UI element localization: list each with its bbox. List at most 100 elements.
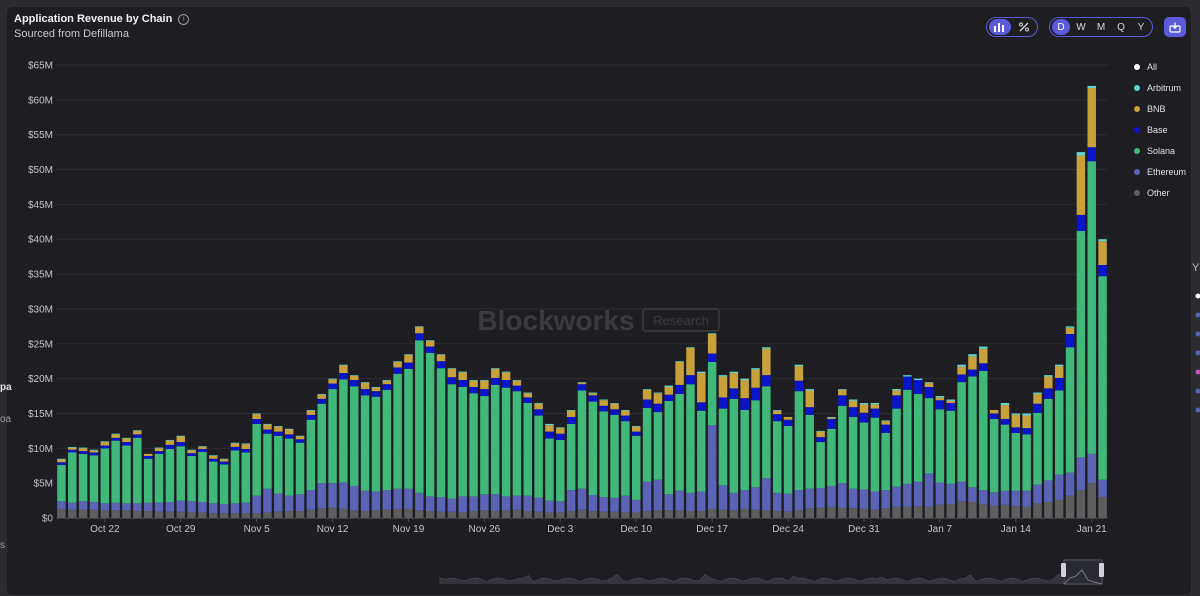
bar-segment-bnb [111, 434, 120, 438]
bar-segment-solana [697, 410, 706, 492]
bar-segment-base [501, 380, 511, 388]
legend-item-all[interactable]: All [1134, 56, 1186, 77]
bar-segment-other [707, 508, 717, 518]
bar-stack [89, 449, 99, 518]
bar-segment-base [881, 424, 890, 433]
x-tick-label: Oct 29 [166, 524, 196, 535]
bar-segment-other [642, 511, 652, 518]
bar-stack [415, 326, 424, 518]
legend-item-bnb[interactable]: BNB [1134, 98, 1186, 119]
bar-segment-solana [436, 368, 446, 498]
navigator-right-handle[interactable] [1099, 563, 1104, 577]
bar-segment-ethereum [491, 494, 500, 512]
bar-segment-other [458, 512, 467, 518]
bar-segment-bnb [1044, 376, 1053, 389]
bar-segment-bnb [772, 410, 782, 415]
bar-segment-other [133, 511, 142, 518]
bar-segment-other [284, 511, 294, 518]
bar-segment-other [209, 513, 218, 518]
bar-segment-other [848, 508, 858, 518]
bar-segment-base [143, 455, 153, 459]
bar-segment-bnb [588, 393, 598, 396]
bar-stack [1011, 413, 1021, 518]
bar-segment-solana [957, 382, 966, 482]
legend-item-arbitrum[interactable]: Arbitrum [1134, 77, 1186, 98]
percent-mode-button[interactable] [1013, 19, 1035, 35]
bar-segment-ethereum [718, 485, 728, 510]
bar-segment-bnb [805, 390, 814, 408]
bar-segment-bnb [404, 354, 413, 363]
bar-segment-solana [68, 452, 77, 503]
bar-segment-solana [404, 368, 413, 489]
bar-segment-other [805, 508, 814, 518]
bar-segment-other [870, 509, 880, 518]
bar-segment-base [165, 444, 175, 450]
bar-segment-other [1022, 506, 1031, 518]
bar-stack [252, 413, 261, 518]
bar-segment-base [599, 405, 608, 412]
info-icon[interactable]: i [178, 13, 190, 25]
bar-segment-base [415, 333, 424, 341]
timeframe-w-button[interactable]: W [1076, 21, 1086, 33]
bar-segment-arbitrum [458, 371, 467, 373]
bar-segment-ethereum [176, 500, 185, 512]
bar-segment-other [816, 507, 825, 518]
legend-label: Arbitrum [1147, 82, 1182, 93]
bar-segment-arbitrum [68, 446, 77, 448]
download-button[interactable] [1164, 17, 1186, 37]
timeframe-y-button[interactable]: Y [1137, 21, 1145, 33]
bar-segment-base [436, 361, 446, 369]
x-tick-label: Dec 31 [848, 524, 880, 535]
bar-stack [848, 399, 858, 518]
bar-segment-other [122, 510, 131, 518]
navigator-left-handle[interactable] [1061, 563, 1066, 577]
bar-segment-ethereum [1054, 474, 1064, 500]
bar-segment-bnb [653, 393, 663, 404]
bar-stack [935, 396, 945, 518]
bar-stack [512, 380, 522, 518]
bar-segment-other [415, 510, 424, 518]
chart-legend: All Arbitrum BNB Base Solana Ethereum Other [1134, 56, 1186, 203]
bar-stack [664, 385, 673, 518]
bar-segment-solana [1022, 434, 1031, 491]
bar-segment-ethereum [133, 503, 142, 512]
legend-label: Solana [1147, 145, 1176, 156]
bar-segment-bnb [827, 417, 836, 420]
legend-item-solana[interactable]: Solana [1134, 140, 1186, 161]
bar-segment-ethereum [241, 502, 251, 514]
bar-segment-other [295, 511, 305, 518]
bar-segment-bnb [968, 356, 977, 370]
timeframe-q-button[interactable]: Q [1117, 21, 1125, 33]
bar-segment-ethereum [664, 494, 673, 511]
bar-segment-solana [1044, 398, 1053, 481]
bar-segment-other [154, 511, 164, 518]
timeframe-d-button[interactable]: D [1052, 19, 1070, 35]
bar-segment-arbitrum [512, 380, 522, 381]
bar-segment-bnb [848, 400, 858, 408]
legend-item-ethereum[interactable]: Ethereum [1134, 161, 1186, 182]
bar-stack [198, 446, 207, 518]
bar-segment-arbitrum [295, 435, 305, 437]
bar-segment-solana [1098, 276, 1107, 480]
bar-segment-arbitrum [154, 447, 164, 449]
bar-segment-solana [566, 423, 576, 491]
timeframe-m-button[interactable]: M [1096, 21, 1106, 33]
bar-segment-solana [979, 370, 988, 491]
bar-segment-base [187, 453, 196, 456]
bar-stack [263, 423, 272, 518]
bar-chart-mode-button[interactable] [989, 19, 1011, 35]
bar-segment-ethereum [935, 482, 945, 505]
bar-segment-other [371, 510, 381, 518]
bar-segment-solana [187, 455, 196, 502]
legend-item-other[interactable]: Other [1134, 182, 1186, 203]
bar-segment-bnb [881, 421, 890, 425]
legend-item-base[interactable]: Base [1134, 119, 1186, 140]
bar-segment-base [404, 362, 413, 369]
bar-segment-other [1054, 499, 1064, 518]
bar-segment-other [382, 509, 392, 518]
bar-stack [523, 392, 533, 518]
bar-segment-base [89, 452, 99, 456]
bar-segment-ethereum [143, 502, 153, 512]
bar-segment-ethereum [1076, 457, 1086, 491]
bar-segment-solana [751, 400, 760, 488]
